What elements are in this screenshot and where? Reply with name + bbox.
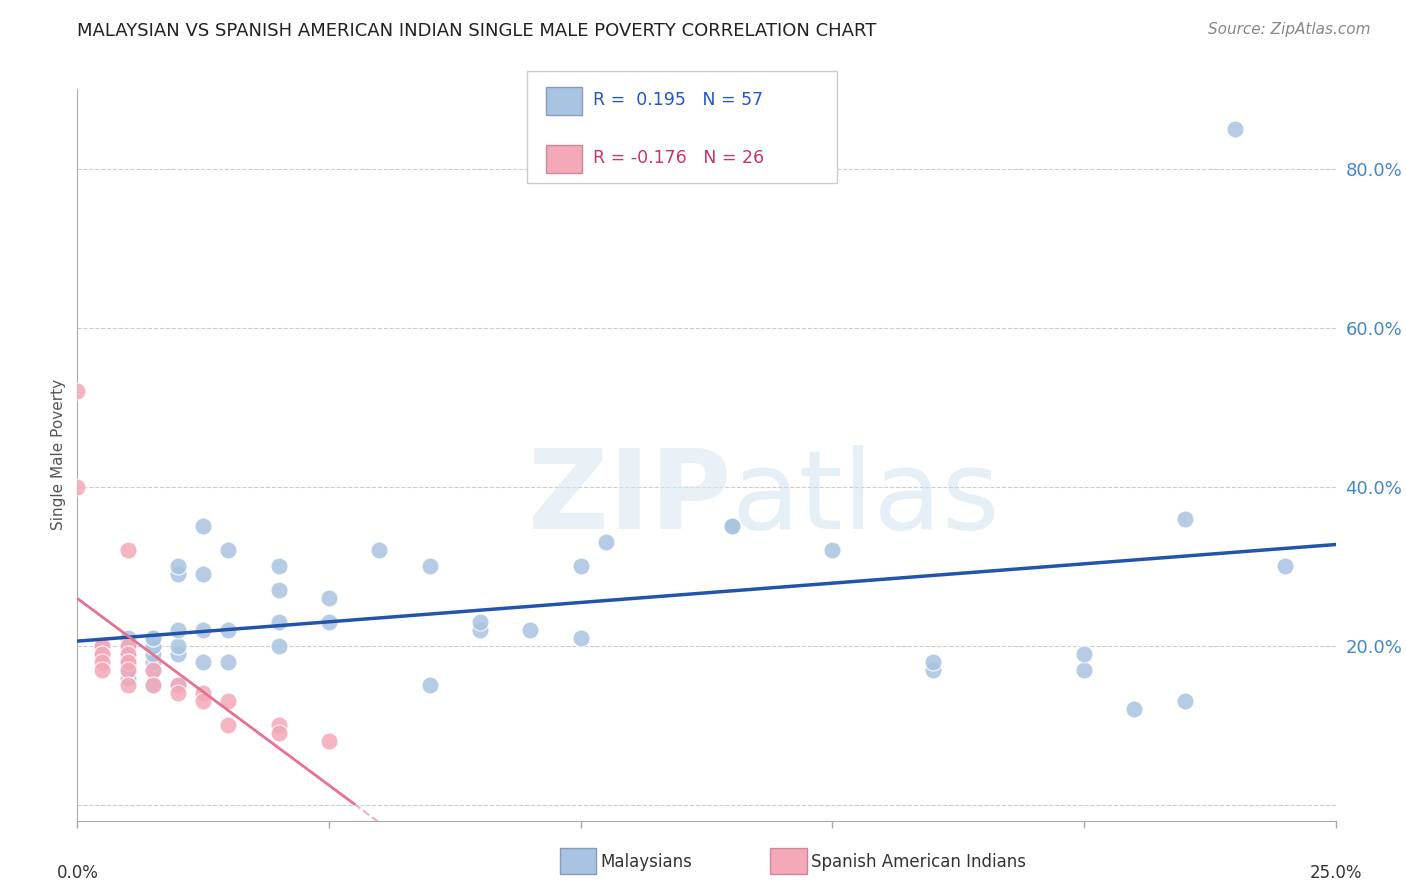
- Point: [117, 639, 139, 653]
- Point: [117, 671, 139, 685]
- Point: [91, 663, 114, 677]
- Point: [167, 623, 190, 637]
- Point: [368, 543, 391, 558]
- Point: [922, 663, 945, 677]
- Point: [117, 655, 139, 669]
- Point: [142, 647, 165, 661]
- Text: ZIP: ZIP: [529, 445, 731, 552]
- Point: [142, 631, 165, 645]
- Point: [117, 543, 139, 558]
- Point: [419, 678, 441, 692]
- Point: [167, 559, 190, 574]
- Point: [468, 623, 491, 637]
- Point: [267, 718, 290, 732]
- Text: Source: ZipAtlas.com: Source: ZipAtlas.com: [1208, 22, 1371, 37]
- Point: [318, 734, 340, 748]
- Point: [720, 519, 742, 533]
- Point: [720, 519, 742, 533]
- Point: [217, 543, 239, 558]
- Point: [191, 519, 215, 533]
- Point: [117, 647, 139, 661]
- Point: [217, 623, 239, 637]
- Point: [1123, 702, 1146, 716]
- Point: [922, 655, 945, 669]
- Point: [267, 559, 290, 574]
- Point: [167, 567, 190, 582]
- Point: [1073, 647, 1095, 661]
- Point: [217, 718, 239, 732]
- Point: [117, 655, 139, 669]
- Point: [191, 686, 215, 700]
- Point: [1174, 511, 1197, 525]
- Point: [569, 559, 592, 574]
- Point: [117, 678, 139, 692]
- Point: [91, 655, 114, 669]
- Point: [318, 591, 340, 605]
- Point: [468, 615, 491, 629]
- Point: [1073, 663, 1095, 677]
- Point: [142, 639, 165, 653]
- Point: [267, 639, 290, 653]
- Point: [142, 639, 165, 653]
- Point: [419, 559, 441, 574]
- Point: [117, 639, 139, 653]
- Y-axis label: Single Male Poverty: Single Male Poverty: [51, 379, 66, 531]
- Point: [191, 567, 215, 582]
- Point: [191, 694, 215, 708]
- Point: [191, 623, 215, 637]
- Point: [117, 639, 139, 653]
- Text: R = -0.176   N = 26: R = -0.176 N = 26: [593, 149, 765, 167]
- Point: [569, 631, 592, 645]
- Point: [91, 647, 114, 661]
- Point: [217, 694, 239, 708]
- Text: Malaysians: Malaysians: [600, 853, 692, 871]
- Point: [91, 639, 114, 653]
- Text: Spanish American Indians: Spanish American Indians: [811, 853, 1026, 871]
- Point: [117, 647, 139, 661]
- Point: [167, 639, 190, 653]
- Point: [142, 655, 165, 669]
- Point: [117, 639, 139, 653]
- Text: 25.0%: 25.0%: [1309, 864, 1362, 882]
- Point: [217, 655, 239, 669]
- Point: [117, 647, 139, 661]
- Point: [267, 583, 290, 598]
- Point: [1174, 694, 1197, 708]
- Point: [318, 615, 340, 629]
- Point: [142, 663, 165, 677]
- Point: [267, 726, 290, 740]
- Point: [267, 615, 290, 629]
- Point: [595, 535, 617, 549]
- Point: [117, 655, 139, 669]
- Point: [117, 663, 139, 677]
- Point: [117, 663, 139, 677]
- Text: MALAYSIAN VS SPANISH AMERICAN INDIAN SINGLE MALE POVERTY CORRELATION CHART: MALAYSIAN VS SPANISH AMERICAN INDIAN SIN…: [77, 22, 877, 40]
- Point: [142, 678, 165, 692]
- Point: [142, 663, 165, 677]
- Point: [519, 623, 541, 637]
- Point: [167, 678, 190, 692]
- Point: [167, 647, 190, 661]
- Point: [191, 655, 215, 669]
- Point: [821, 543, 844, 558]
- Text: R =  0.195   N = 57: R = 0.195 N = 57: [593, 91, 763, 109]
- Point: [117, 631, 139, 645]
- Text: atlas: atlas: [731, 445, 1000, 552]
- Point: [142, 631, 165, 645]
- Point: [167, 686, 190, 700]
- Point: [142, 678, 165, 692]
- Point: [66, 480, 89, 494]
- Point: [1274, 559, 1296, 574]
- Point: [1223, 122, 1246, 136]
- Point: [91, 639, 114, 653]
- Text: 0.0%: 0.0%: [56, 864, 98, 882]
- Point: [91, 647, 114, 661]
- Point: [167, 678, 190, 692]
- Point: [66, 384, 89, 399]
